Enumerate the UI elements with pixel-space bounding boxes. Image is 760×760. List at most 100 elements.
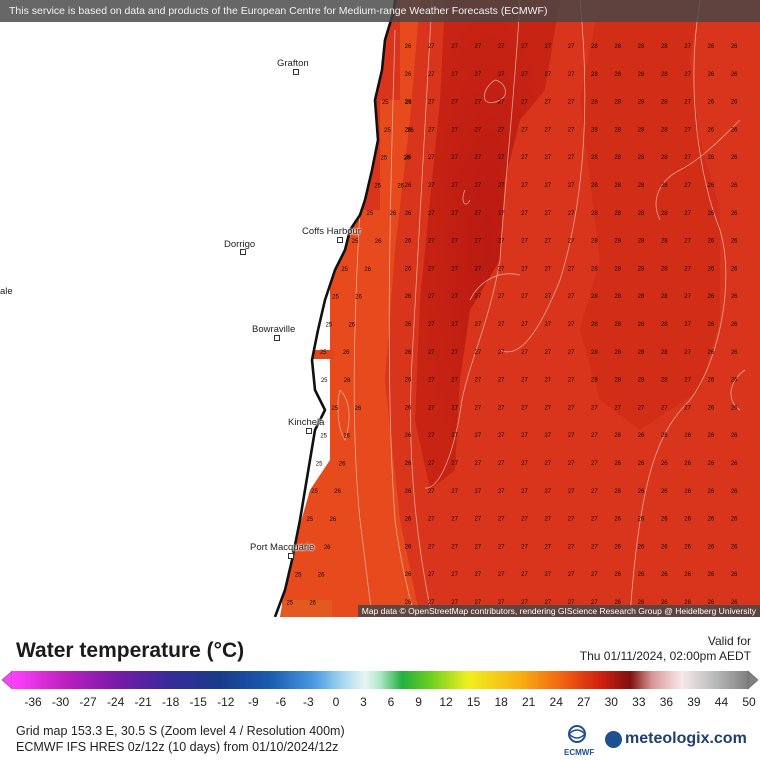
ecmwf-label: ECMWF: [564, 748, 595, 757]
grid-value: 26: [708, 433, 715, 439]
coastline: [273, 0, 397, 617]
city-marker: [240, 249, 246, 255]
grid-value: 27: [428, 544, 435, 550]
grid-value: 26: [329, 517, 336, 523]
grid-value: 27: [451, 183, 458, 189]
inshore-patch: [306, 350, 334, 359]
grid-value: 25: [380, 156, 387, 162]
grid-value: 26: [324, 545, 331, 551]
grid-value: 26: [731, 294, 738, 300]
grid-value: 27: [475, 322, 482, 328]
grid-value: 28: [591, 294, 598, 300]
grid-value: 28: [661, 44, 668, 50]
grid-value: 27: [498, 155, 505, 161]
grid-value: 26: [731, 405, 738, 411]
grid-value: 26: [405, 600, 412, 606]
grid-value: 26: [405, 44, 412, 50]
grid-value: 27: [544, 266, 551, 272]
grid-value: 26: [661, 572, 668, 578]
city-marker: [306, 428, 312, 434]
grid-value: 27: [428, 378, 435, 384]
grid-value: 26: [731, 322, 738, 328]
grid-value: 27: [475, 127, 482, 133]
grid-value: 26: [731, 544, 738, 550]
grid-value: 27: [498, 405, 505, 411]
grid-value: 27: [544, 44, 551, 50]
grid-value: 26: [375, 239, 382, 245]
color-scale-tick: -27: [79, 695, 97, 709]
grid-value: 27: [521, 544, 528, 550]
water-temperature-map[interactable]: 26 27 27 27 27 27 27 27 28 28 28 28 27 26 26 26 27 27 27 27…: [0, 0, 760, 617]
grid-value: 26: [405, 544, 412, 550]
grid-value: 27: [475, 461, 482, 467]
grid-value: 27: [544, 100, 551, 106]
grid-value: 26: [684, 572, 691, 578]
map-attribution[interactable]: Map data © OpenStreetMap contributors, r…: [357, 605, 760, 617]
color-scale-tick: -30: [51, 695, 70, 709]
grid-value: 27: [498, 378, 505, 384]
grid-value: 27: [521, 378, 528, 384]
grid-value: 26: [405, 100, 412, 106]
grid-value: 26: [614, 489, 621, 495]
grid-value: 26: [638, 572, 645, 578]
grid-value: 26: [731, 100, 738, 106]
grid-value: 27: [498, 44, 505, 50]
grid-value: 27: [684, 405, 691, 411]
warm-core-filament: [415, 0, 560, 490]
grid-value: 27: [498, 266, 505, 272]
grid-value: 27: [428, 294, 435, 300]
grid-value: 28: [638, 183, 645, 189]
grid-value: 27: [475, 405, 482, 411]
color-scale-tick: -18: [162, 695, 180, 709]
grid-value: 25: [321, 378, 328, 384]
grid-value: 25: [295, 573, 302, 579]
grid-value: 27: [451, 544, 458, 550]
grid-value: 27: [521, 350, 528, 356]
grid-value: 27: [521, 127, 528, 133]
grid-value: 27: [521, 266, 528, 272]
eastern-eddy: [580, 0, 720, 430]
grid-value: 28: [661, 100, 668, 106]
grid-value: 28: [591, 322, 598, 328]
city-label-port-macquarie: Port Macquarie: [250, 542, 315, 553]
ecmwf-notice-bar: This service is based on data and produc…: [0, 0, 760, 22]
grid-value: 27: [568, 544, 575, 550]
grid-value: 28: [638, 266, 645, 272]
grid-value: 27: [544, 155, 551, 161]
grid-value: 27: [428, 600, 435, 606]
grid-value: 26: [708, 100, 715, 106]
grid-value: 28: [638, 72, 645, 78]
grid-value: 27: [591, 600, 598, 606]
grid-value: 28: [614, 183, 621, 189]
color-scale-tick: 9: [415, 695, 422, 709]
grid-value: 27: [498, 183, 505, 189]
grid-value: 27: [498, 572, 505, 578]
grid-value: 27: [475, 489, 482, 495]
color-scale-tick: 18: [494, 695, 508, 709]
grid-value: 27: [475, 350, 482, 356]
grid-value: 27: [451, 294, 458, 300]
grid-value: 28: [614, 322, 621, 328]
grid-value: 26: [344, 378, 351, 384]
grid-value: 27: [684, 127, 691, 133]
grid-value: 26: [708, 127, 715, 133]
grid-value: 26: [348, 322, 355, 328]
grid-value: 27: [428, 350, 435, 356]
grid-value: 28: [614, 266, 621, 272]
land-area: [0, 0, 395, 617]
grid-value: 27: [428, 322, 435, 328]
map-panel[interactable]: 26 27 27 27 27 27 27 27 28 28 28 28 27 26 26 26 27 27 27 27…: [0, 0, 760, 617]
grid-value: 27: [568, 517, 575, 523]
grid-value: 26: [309, 600, 316, 606]
grid-value: 26: [614, 572, 621, 578]
color-scale-tick: 39: [687, 695, 701, 709]
grid-value: 27: [568, 350, 575, 356]
grid-value: 27: [428, 155, 435, 161]
meteologix-brand[interactable]: meteologix.com: [605, 730, 747, 748]
grid-value: 26: [405, 239, 412, 245]
grid-value: 26: [731, 239, 738, 245]
grid-value: 26: [405, 350, 412, 356]
color-scale-tick: -36: [24, 695, 42, 709]
grid-value: 25: [316, 461, 323, 467]
grid-value: 27: [428, 100, 435, 106]
